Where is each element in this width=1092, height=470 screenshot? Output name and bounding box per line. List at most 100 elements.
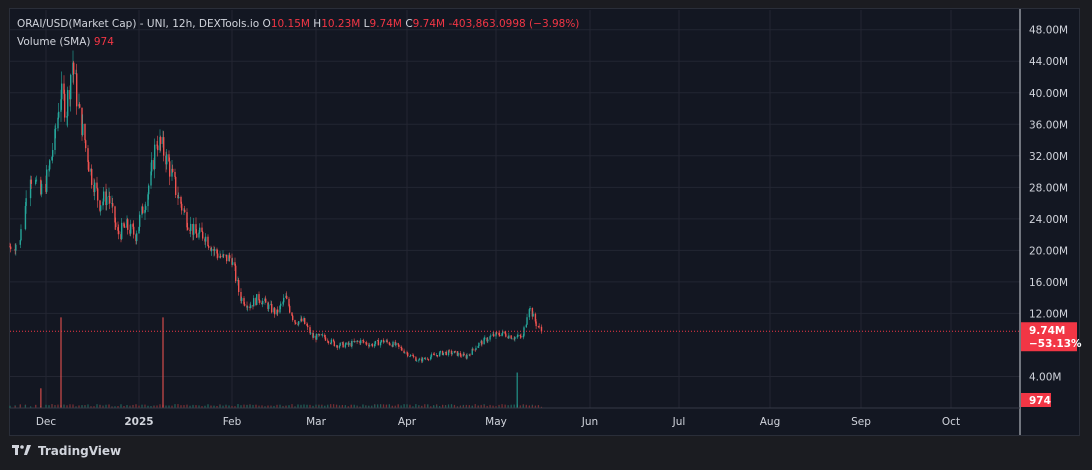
volume-bar xyxy=(442,404,444,408)
candle-body xyxy=(304,318,306,325)
legend-volume-label[interactable]: Volume (SMA) xyxy=(17,36,91,48)
volume-badge: 974 xyxy=(1021,393,1051,407)
tradingview-logo[interactable]: TradingView xyxy=(12,444,121,458)
x-tick-label: Feb xyxy=(223,416,242,428)
candle-body xyxy=(35,179,37,184)
candle-body xyxy=(94,182,96,193)
candle-body xyxy=(430,354,433,357)
candle-body xyxy=(400,346,402,348)
legend-ohlc: ORAI/USD(Market Cap) - UNI, 12h, DEXTool… xyxy=(17,17,579,31)
candle-body xyxy=(339,342,341,346)
volume-bar xyxy=(297,404,299,408)
candle-body xyxy=(84,123,86,141)
volume-bar xyxy=(424,404,426,408)
candle-body xyxy=(389,344,391,346)
candle-body xyxy=(499,335,501,337)
candle-body xyxy=(430,356,432,360)
candle-body xyxy=(365,342,368,345)
candle-body xyxy=(481,341,483,345)
candle-body xyxy=(258,294,260,301)
candle-body xyxy=(274,308,276,315)
candle-body xyxy=(289,305,291,313)
candle-body xyxy=(29,179,32,199)
volume-bar xyxy=(234,406,236,408)
candle-body xyxy=(309,327,311,333)
candle-body xyxy=(76,73,78,107)
volume-bar xyxy=(132,404,134,408)
candle-body xyxy=(205,236,207,242)
candle-body xyxy=(117,227,119,231)
candle-body xyxy=(380,339,382,343)
volume-bar xyxy=(213,405,215,408)
volume-bar xyxy=(78,406,80,408)
candle-body xyxy=(15,244,17,251)
candle-body xyxy=(436,354,439,357)
volume-bar xyxy=(29,406,32,408)
volume-bar xyxy=(465,404,467,408)
candle-body xyxy=(441,351,444,355)
candle-body xyxy=(79,104,81,108)
legend-symbol[interactable]: ORAI/USD(Market Cap) xyxy=(17,18,137,30)
volume-bar xyxy=(273,405,275,408)
candle-body xyxy=(404,352,406,354)
candle-body xyxy=(171,168,173,177)
candle-body xyxy=(313,335,315,338)
candle-body xyxy=(57,117,59,129)
candle-body xyxy=(444,351,447,353)
candle-body xyxy=(427,359,430,361)
volume-bar xyxy=(144,404,146,408)
candle-body xyxy=(450,350,453,355)
candle-body xyxy=(312,332,314,338)
candle-body xyxy=(148,185,150,195)
volume-bar xyxy=(24,405,27,408)
time-axis: Dec 2025 Feb Mar Apr May Jun Jul Aug Sep Oct xyxy=(36,416,960,428)
candle-body xyxy=(465,355,468,359)
volume-bar xyxy=(81,405,83,408)
candle-body xyxy=(30,179,32,184)
candle-body xyxy=(229,255,231,259)
volume-bar xyxy=(222,406,224,408)
volume-bar-spike xyxy=(516,372,518,408)
candle-body xyxy=(439,351,442,353)
candle-body xyxy=(178,197,180,199)
volume-bar xyxy=(192,406,194,408)
candle-body xyxy=(25,198,27,206)
candle-body xyxy=(127,219,129,230)
candle-body xyxy=(368,344,370,347)
legend-meta: - UNI, 12h, DEXTools.io xyxy=(139,18,260,30)
candle-body xyxy=(46,169,48,192)
volume-bar xyxy=(415,405,417,408)
candle-body xyxy=(175,176,177,195)
candle-body xyxy=(338,345,341,348)
volume-bar xyxy=(474,404,476,408)
candle-body xyxy=(232,262,234,265)
volume-bar xyxy=(537,405,540,408)
candle-body xyxy=(123,222,125,227)
volume-bar xyxy=(483,405,485,408)
volume-bar xyxy=(165,405,167,408)
volume-bar xyxy=(300,404,302,408)
candle-body xyxy=(487,339,489,342)
volume-bar xyxy=(282,406,284,408)
volume-bar xyxy=(356,406,358,408)
candle-body xyxy=(55,128,57,130)
candle-body xyxy=(19,240,21,245)
candle-body xyxy=(324,337,327,341)
candle-body xyxy=(150,171,152,186)
volume-bar xyxy=(456,406,459,408)
volume-bar xyxy=(75,406,77,408)
x-tick-label: Sep xyxy=(851,416,871,428)
candle-body xyxy=(356,340,358,342)
candle-body xyxy=(489,336,491,340)
candle-body xyxy=(238,280,240,292)
candle-body xyxy=(438,352,441,357)
chart-canvas[interactable]: 48.00M 44.00M 40.00M 36.00M 32.00M 28.00M 24.0… xyxy=(0,0,1092,440)
candle-body xyxy=(100,205,102,211)
candle-body xyxy=(235,265,237,282)
y-tick-label: 4.00M xyxy=(1029,371,1061,383)
candle-body xyxy=(447,350,450,356)
volume-bar xyxy=(501,406,503,408)
volume-bar xyxy=(507,405,509,408)
y-tick-label: 20.00M xyxy=(1029,245,1068,257)
volume-bar xyxy=(246,405,248,408)
